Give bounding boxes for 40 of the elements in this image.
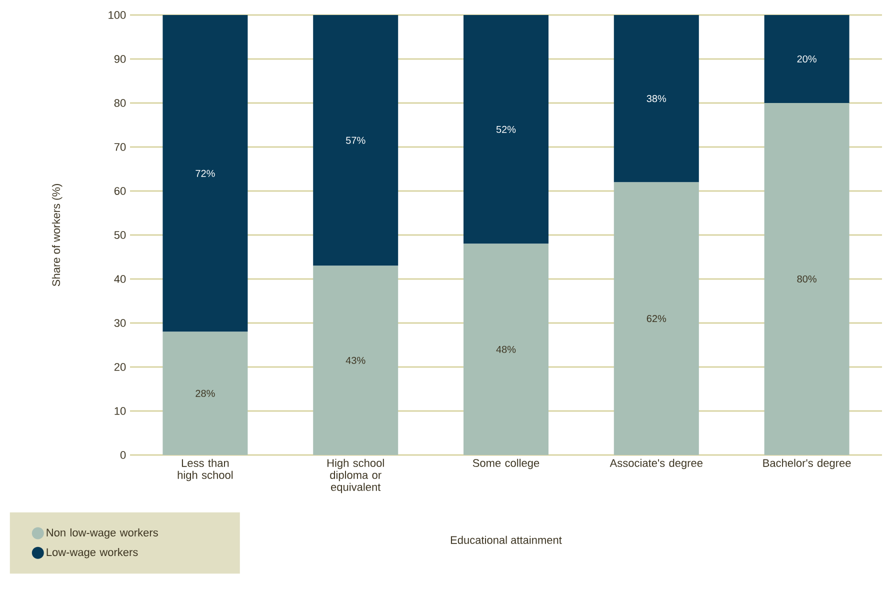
bar xyxy=(764,14,850,103)
x-tick-label: High school diploma or equivalent xyxy=(327,458,384,494)
x-axis-title: Educational attainment xyxy=(450,536,562,544)
data-label: 62% xyxy=(646,315,666,322)
y-tick-label: 70 xyxy=(114,143,126,151)
data-label: 52% xyxy=(496,126,516,133)
bar xyxy=(464,14,549,244)
bar xyxy=(464,244,549,455)
y-tick-label: 30 xyxy=(114,319,126,327)
x-tick-label: Bachelor's degree xyxy=(763,458,851,470)
data-label: 20% xyxy=(797,55,816,63)
x-tick-label: Some college xyxy=(472,458,540,470)
bar xyxy=(614,14,699,182)
legend-label: Non low-wage workers xyxy=(46,528,158,539)
data-label: 48% xyxy=(496,346,516,353)
y-tick-label: 80 xyxy=(114,99,126,107)
data-label: 28% xyxy=(196,390,215,397)
y-tick-label: 20 xyxy=(114,363,126,371)
y-tick-label: 90 xyxy=(114,55,126,63)
bar xyxy=(313,14,398,266)
y-tick-label: 0 xyxy=(120,451,126,459)
bar xyxy=(764,102,850,455)
x-tick-label: Less than high school xyxy=(178,458,233,482)
y-axis-title: Share of workers (%) xyxy=(52,184,62,286)
bar xyxy=(614,182,699,455)
data-label: 38% xyxy=(646,95,666,102)
legend-label: Low-wage workers xyxy=(46,548,138,558)
bar xyxy=(313,266,398,455)
bar xyxy=(162,332,248,455)
data-label: 72% xyxy=(196,170,215,177)
bar xyxy=(162,14,248,332)
x-tick-label: Associate's degree xyxy=(610,458,702,470)
y-tick-label: 50 xyxy=(114,231,126,239)
data-label: 80% xyxy=(797,275,816,283)
y-tick-label: 100 xyxy=(108,11,126,19)
y-tick-label: 40 xyxy=(114,275,126,283)
data-label: 57% xyxy=(346,136,366,144)
y-tick-label: 60 xyxy=(114,187,126,195)
y-tick-label: 10 xyxy=(114,407,126,415)
data-label: 43% xyxy=(346,356,366,364)
